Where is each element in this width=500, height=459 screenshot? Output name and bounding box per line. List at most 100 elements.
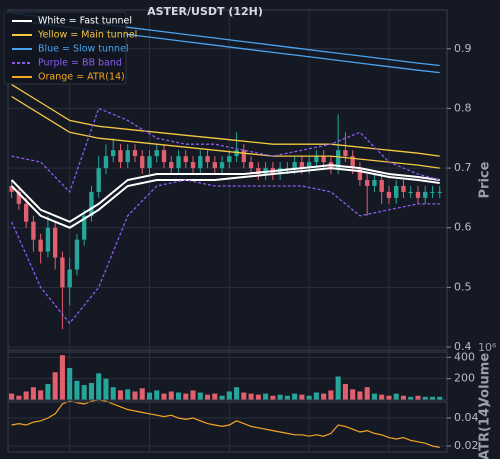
volume-bar [117, 390, 124, 400]
volume-bar [154, 390, 160, 400]
legend-label: Orange = ATR(14) [38, 72, 125, 83]
candle-body [321, 156, 326, 163]
volume-bar [88, 382, 94, 400]
volume-bar [234, 387, 240, 400]
volume-bar [400, 395, 407, 400]
volume-bar [270, 395, 276, 400]
volume-bar [379, 394, 385, 400]
candle-body [248, 162, 254, 169]
volume-bar [190, 390, 196, 400]
candle-body [154, 150, 159, 157]
volume-bar [284, 395, 290, 400]
volume-bar [74, 380, 80, 400]
volume-bar [277, 394, 283, 400]
y-tick-label: 0.8 [454, 101, 472, 114]
volume-bar [183, 393, 189, 400]
panel-frame [7, 351, 448, 401]
candle-body [16, 191, 22, 204]
overlay-line [11, 179, 440, 325]
candle-body [45, 227, 51, 252]
candle-body [394, 185, 399, 198]
volume-bar [52, 372, 58, 400]
candle-body [415, 191, 421, 198]
candle-body [38, 239, 43, 252]
y-tick-label: 400 [454, 350, 475, 363]
volume-bar [125, 389, 131, 400]
volume-bar [429, 396, 436, 400]
overlay-line [11, 84, 440, 157]
volume-bar [408, 396, 414, 400]
volume-bar [45, 384, 51, 400]
candle-body [198, 156, 203, 169]
candle-body [9, 185, 14, 192]
candle-body [67, 269, 72, 288]
overlay-line [11, 95, 440, 169]
volume-bar [132, 391, 138, 400]
volume-bar [437, 396, 443, 400]
y-tick-label: 0.4 [454, 340, 472, 353]
candle-body [401, 185, 406, 192]
volume-bar [197, 392, 203, 400]
volume-bar [9, 393, 15, 400]
candle-body [343, 150, 348, 157]
volume-bar [219, 395, 225, 400]
y-tick-label: 0.04 [454, 411, 479, 424]
y-axis-label: ATR(14) [478, 402, 493, 459]
volume-bar [299, 394, 305, 400]
volume-bar [168, 391, 174, 400]
volume-bar [38, 390, 44, 400]
candle-body [372, 180, 377, 186]
candle-body [219, 162, 225, 169]
volume-bar [16, 395, 22, 400]
volume-bar [81, 385, 87, 400]
candle-body [379, 180, 384, 192]
grid [8, 10, 447, 452]
volume-bar [292, 393, 298, 400]
y-tick-label: 0.7 [454, 161, 472, 174]
candle-body [350, 156, 355, 169]
panel-frame [7, 401, 448, 453]
volume-bar [226, 391, 232, 400]
candle-body [386, 191, 392, 198]
volume-bar [335, 376, 341, 400]
atr-line [11, 399, 440, 448]
candle-body [111, 150, 116, 157]
candle-body [306, 162, 312, 169]
candle-body [241, 150, 247, 163]
candle-body [234, 150, 239, 157]
candle-body [365, 180, 370, 186]
y-axis-label: Price [478, 161, 493, 198]
candle-body [52, 227, 58, 258]
candle-body [299, 162, 305, 169]
candle-body [31, 221, 36, 240]
candle-body [23, 203, 29, 222]
candle-body [96, 168, 101, 192]
legend-label: Blue = Slow tunnel [38, 44, 129, 55]
axis-scale-label: 10⁶ [478, 341, 497, 354]
volume-bar [241, 392, 247, 400]
volume-bar [30, 387, 36, 400]
candle-body [60, 257, 65, 288]
candle-body [408, 191, 413, 193]
volume-bar [248, 393, 254, 400]
overlay-line [10, 167, 440, 229]
volume-bar [371, 393, 377, 400]
y-tick-label: 0.9 [454, 42, 472, 55]
volume-bar [103, 378, 109, 400]
overlay-line [10, 164, 440, 223]
volume-bar [263, 393, 269, 400]
volume-bar [342, 384, 348, 400]
candle-body [125, 150, 130, 163]
volume-bar [306, 395, 312, 400]
candle-body [437, 191, 442, 193]
candle-body [292, 162, 297, 169]
chart-title: ASTER/USDT (12H) [147, 5, 263, 18]
y-tick-label: 0.6 [454, 221, 472, 234]
volume-bar [350, 389, 356, 400]
candle-body [82, 215, 87, 240]
volume-bar [328, 390, 334, 400]
candle-body [74, 239, 80, 270]
volume-bar [59, 355, 65, 400]
candle-body [190, 162, 196, 169]
